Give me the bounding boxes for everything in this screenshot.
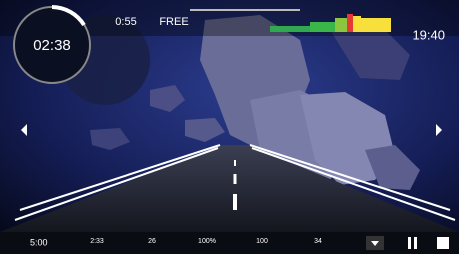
lane-dash [234,174,237,184]
stat-value: 26 [148,238,156,245]
lane-dash [234,160,236,166]
bottom-bar [0,232,459,254]
game-screen: 02:38 0:55 FREE 19:40 5:00 2:33 26 100% 100… [0,0,459,254]
elapsed-time: 02:38 [33,37,71,54]
page: 02:38 0:55 FREE 19:40 5:00 2:33 26 100% 100… [0,0,459,254]
stop-button[interactable] [437,237,449,249]
clock: 19:40 [412,27,445,42]
duration: 5:00 [30,237,48,247]
stat-value: 2:33 [90,238,104,245]
pause-button[interactable] [408,237,411,249]
mode: FREE [159,16,188,28]
segment-time: 0:55 [115,16,136,28]
stat-value: 100% [198,238,216,245]
lane-dash [233,194,237,210]
stat-value: 100 [256,238,268,245]
stat-value: 34 [314,238,322,245]
pause-button[interactable] [414,237,417,249]
